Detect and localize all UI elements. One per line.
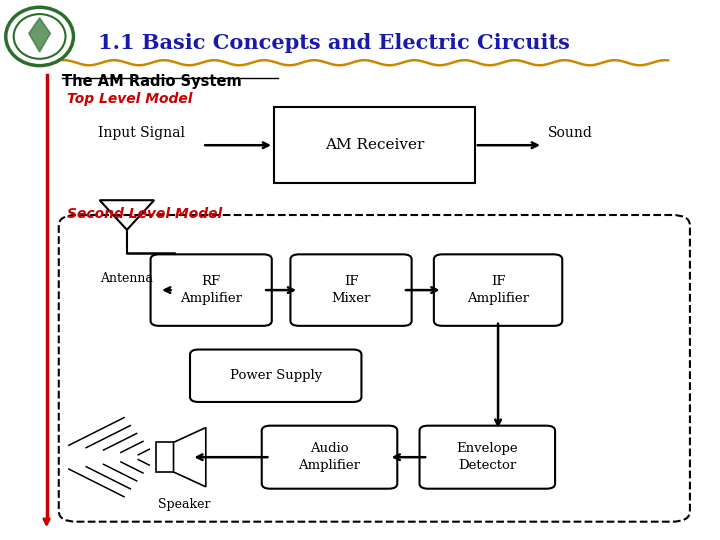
FancyBboxPatch shape bbox=[274, 107, 474, 183]
Polygon shape bbox=[174, 428, 206, 487]
Text: IF
Amplifier: IF Amplifier bbox=[467, 275, 529, 305]
Text: Antenna: Antenna bbox=[101, 272, 153, 285]
Text: Power Supply: Power Supply bbox=[230, 369, 322, 382]
Text: Envelope
Detector: Envelope Detector bbox=[456, 442, 518, 472]
Text: Input Signal: Input Signal bbox=[98, 126, 185, 140]
Text: Sound: Sound bbox=[548, 126, 593, 140]
FancyBboxPatch shape bbox=[420, 426, 555, 489]
Text: IF
Mixer: IF Mixer bbox=[331, 275, 371, 305]
Text: RF
Amplifier: RF Amplifier bbox=[180, 275, 242, 305]
Text: AM Receiver: AM Receiver bbox=[325, 138, 424, 152]
Text: 1.1 Basic Concepts and Electric Circuits: 1.1 Basic Concepts and Electric Circuits bbox=[98, 33, 570, 53]
Text: Audio
Amplifier: Audio Amplifier bbox=[299, 442, 361, 472]
FancyBboxPatch shape bbox=[150, 254, 271, 326]
FancyBboxPatch shape bbox=[290, 254, 412, 326]
Text: The AM Radio System: The AM Radio System bbox=[63, 74, 242, 89]
FancyBboxPatch shape bbox=[434, 254, 562, 326]
Text: Speaker: Speaker bbox=[158, 498, 210, 511]
Text: Top Level Model: Top Level Model bbox=[68, 92, 193, 106]
Text: Second Level Model: Second Level Model bbox=[68, 206, 222, 220]
FancyBboxPatch shape bbox=[190, 349, 361, 402]
Polygon shape bbox=[156, 442, 174, 472]
Polygon shape bbox=[29, 18, 50, 52]
FancyBboxPatch shape bbox=[262, 426, 397, 489]
